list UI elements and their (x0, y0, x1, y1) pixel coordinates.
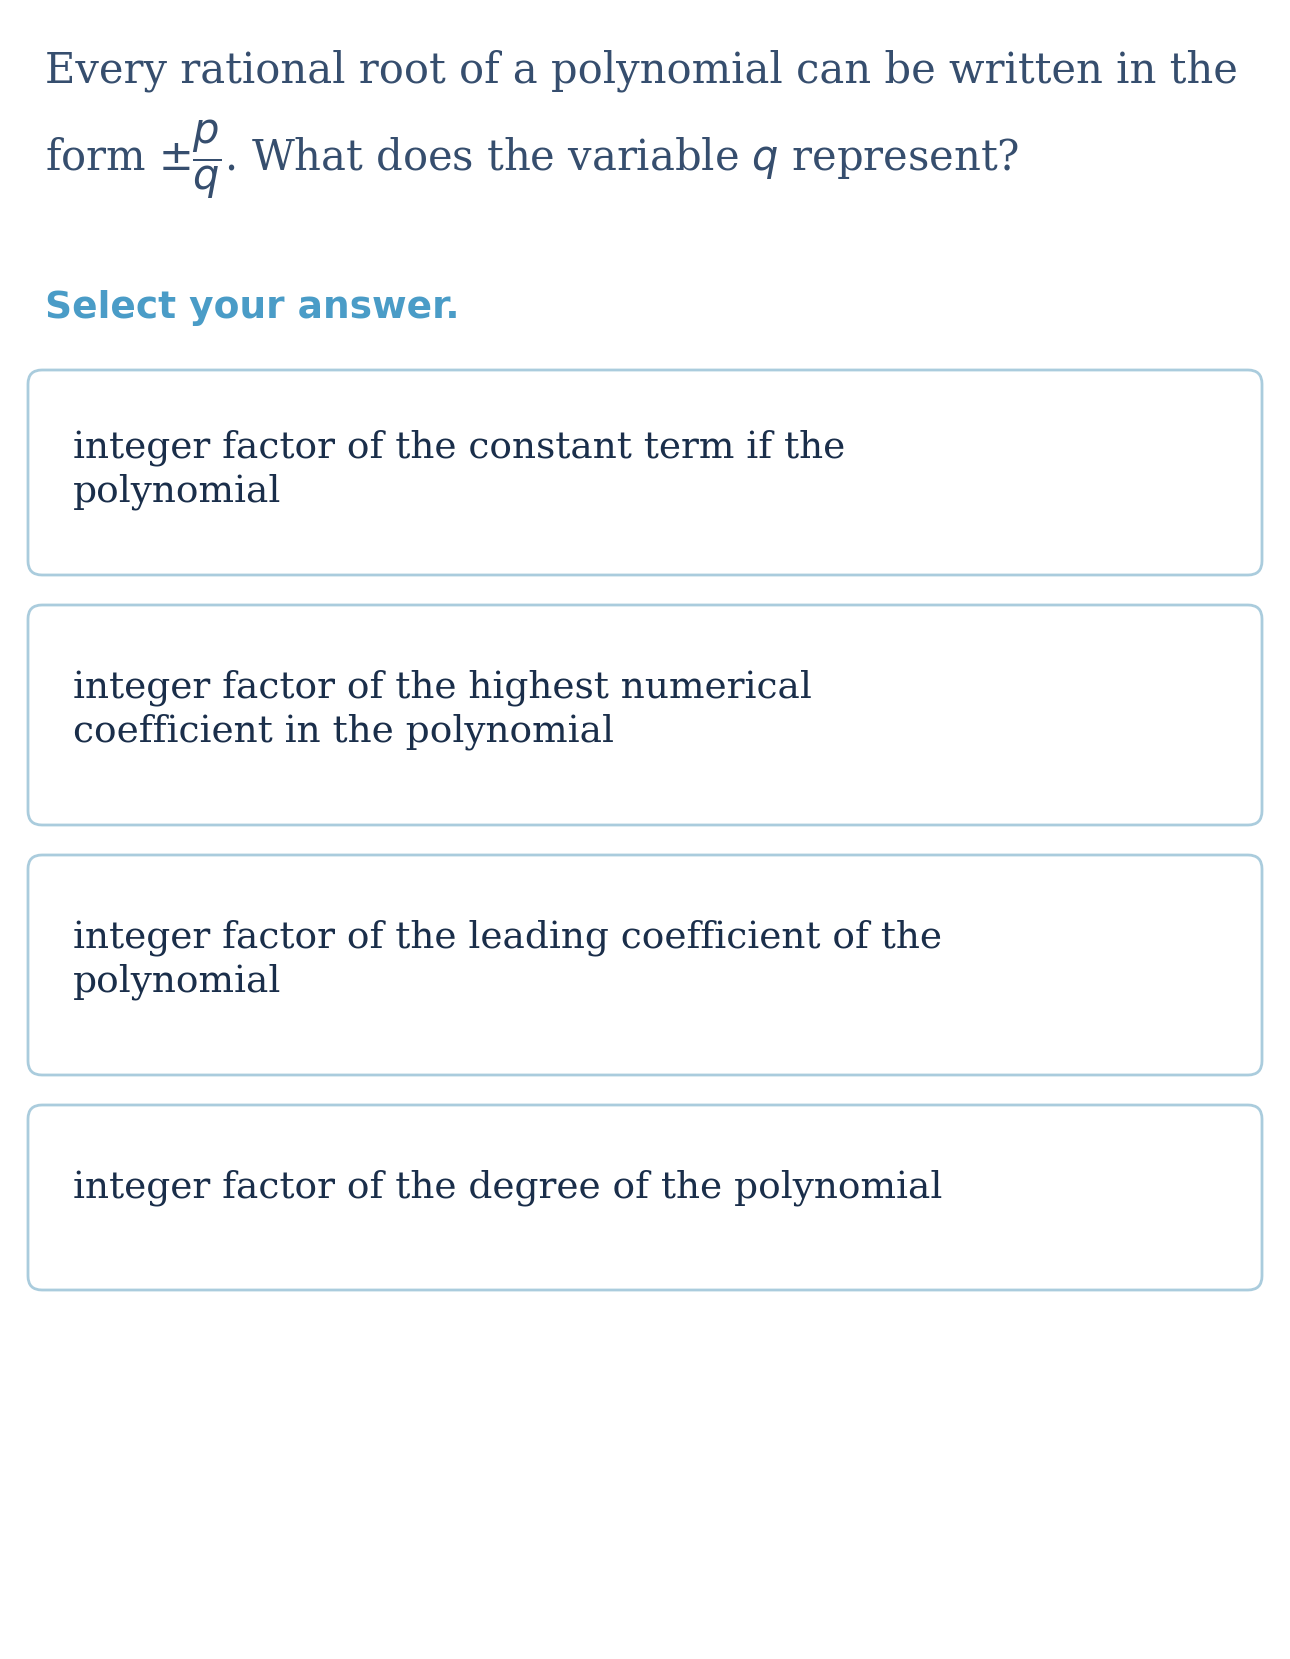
Text: integer factor of the highest numerical: integer factor of the highest numerical (74, 670, 811, 707)
Text: integer factor of the leading coefficient of the: integer factor of the leading coefficien… (74, 921, 942, 957)
Text: integer factor of the constant term if the: integer factor of the constant term if t… (74, 430, 845, 466)
Text: Every rational root of a polynomial can be written in the: Every rational root of a polynomial can … (45, 50, 1238, 93)
FancyBboxPatch shape (28, 1105, 1262, 1291)
Text: polynomial: polynomial (74, 964, 281, 1000)
Text: polynomial: polynomial (74, 474, 281, 511)
FancyBboxPatch shape (28, 854, 1262, 1075)
Text: Select your answer.: Select your answer. (45, 290, 459, 327)
Text: integer factor of the degree of the polynomial: integer factor of the degree of the poly… (74, 1170, 943, 1206)
FancyBboxPatch shape (28, 370, 1262, 576)
FancyBboxPatch shape (28, 606, 1262, 825)
Text: coefficient in the polynomial: coefficient in the polynomial (74, 713, 614, 750)
Text: form $\pm\dfrac{p}{q}$. What does the variable $q$ represent?: form $\pm\dfrac{p}{q}$. What does the va… (45, 118, 1019, 201)
